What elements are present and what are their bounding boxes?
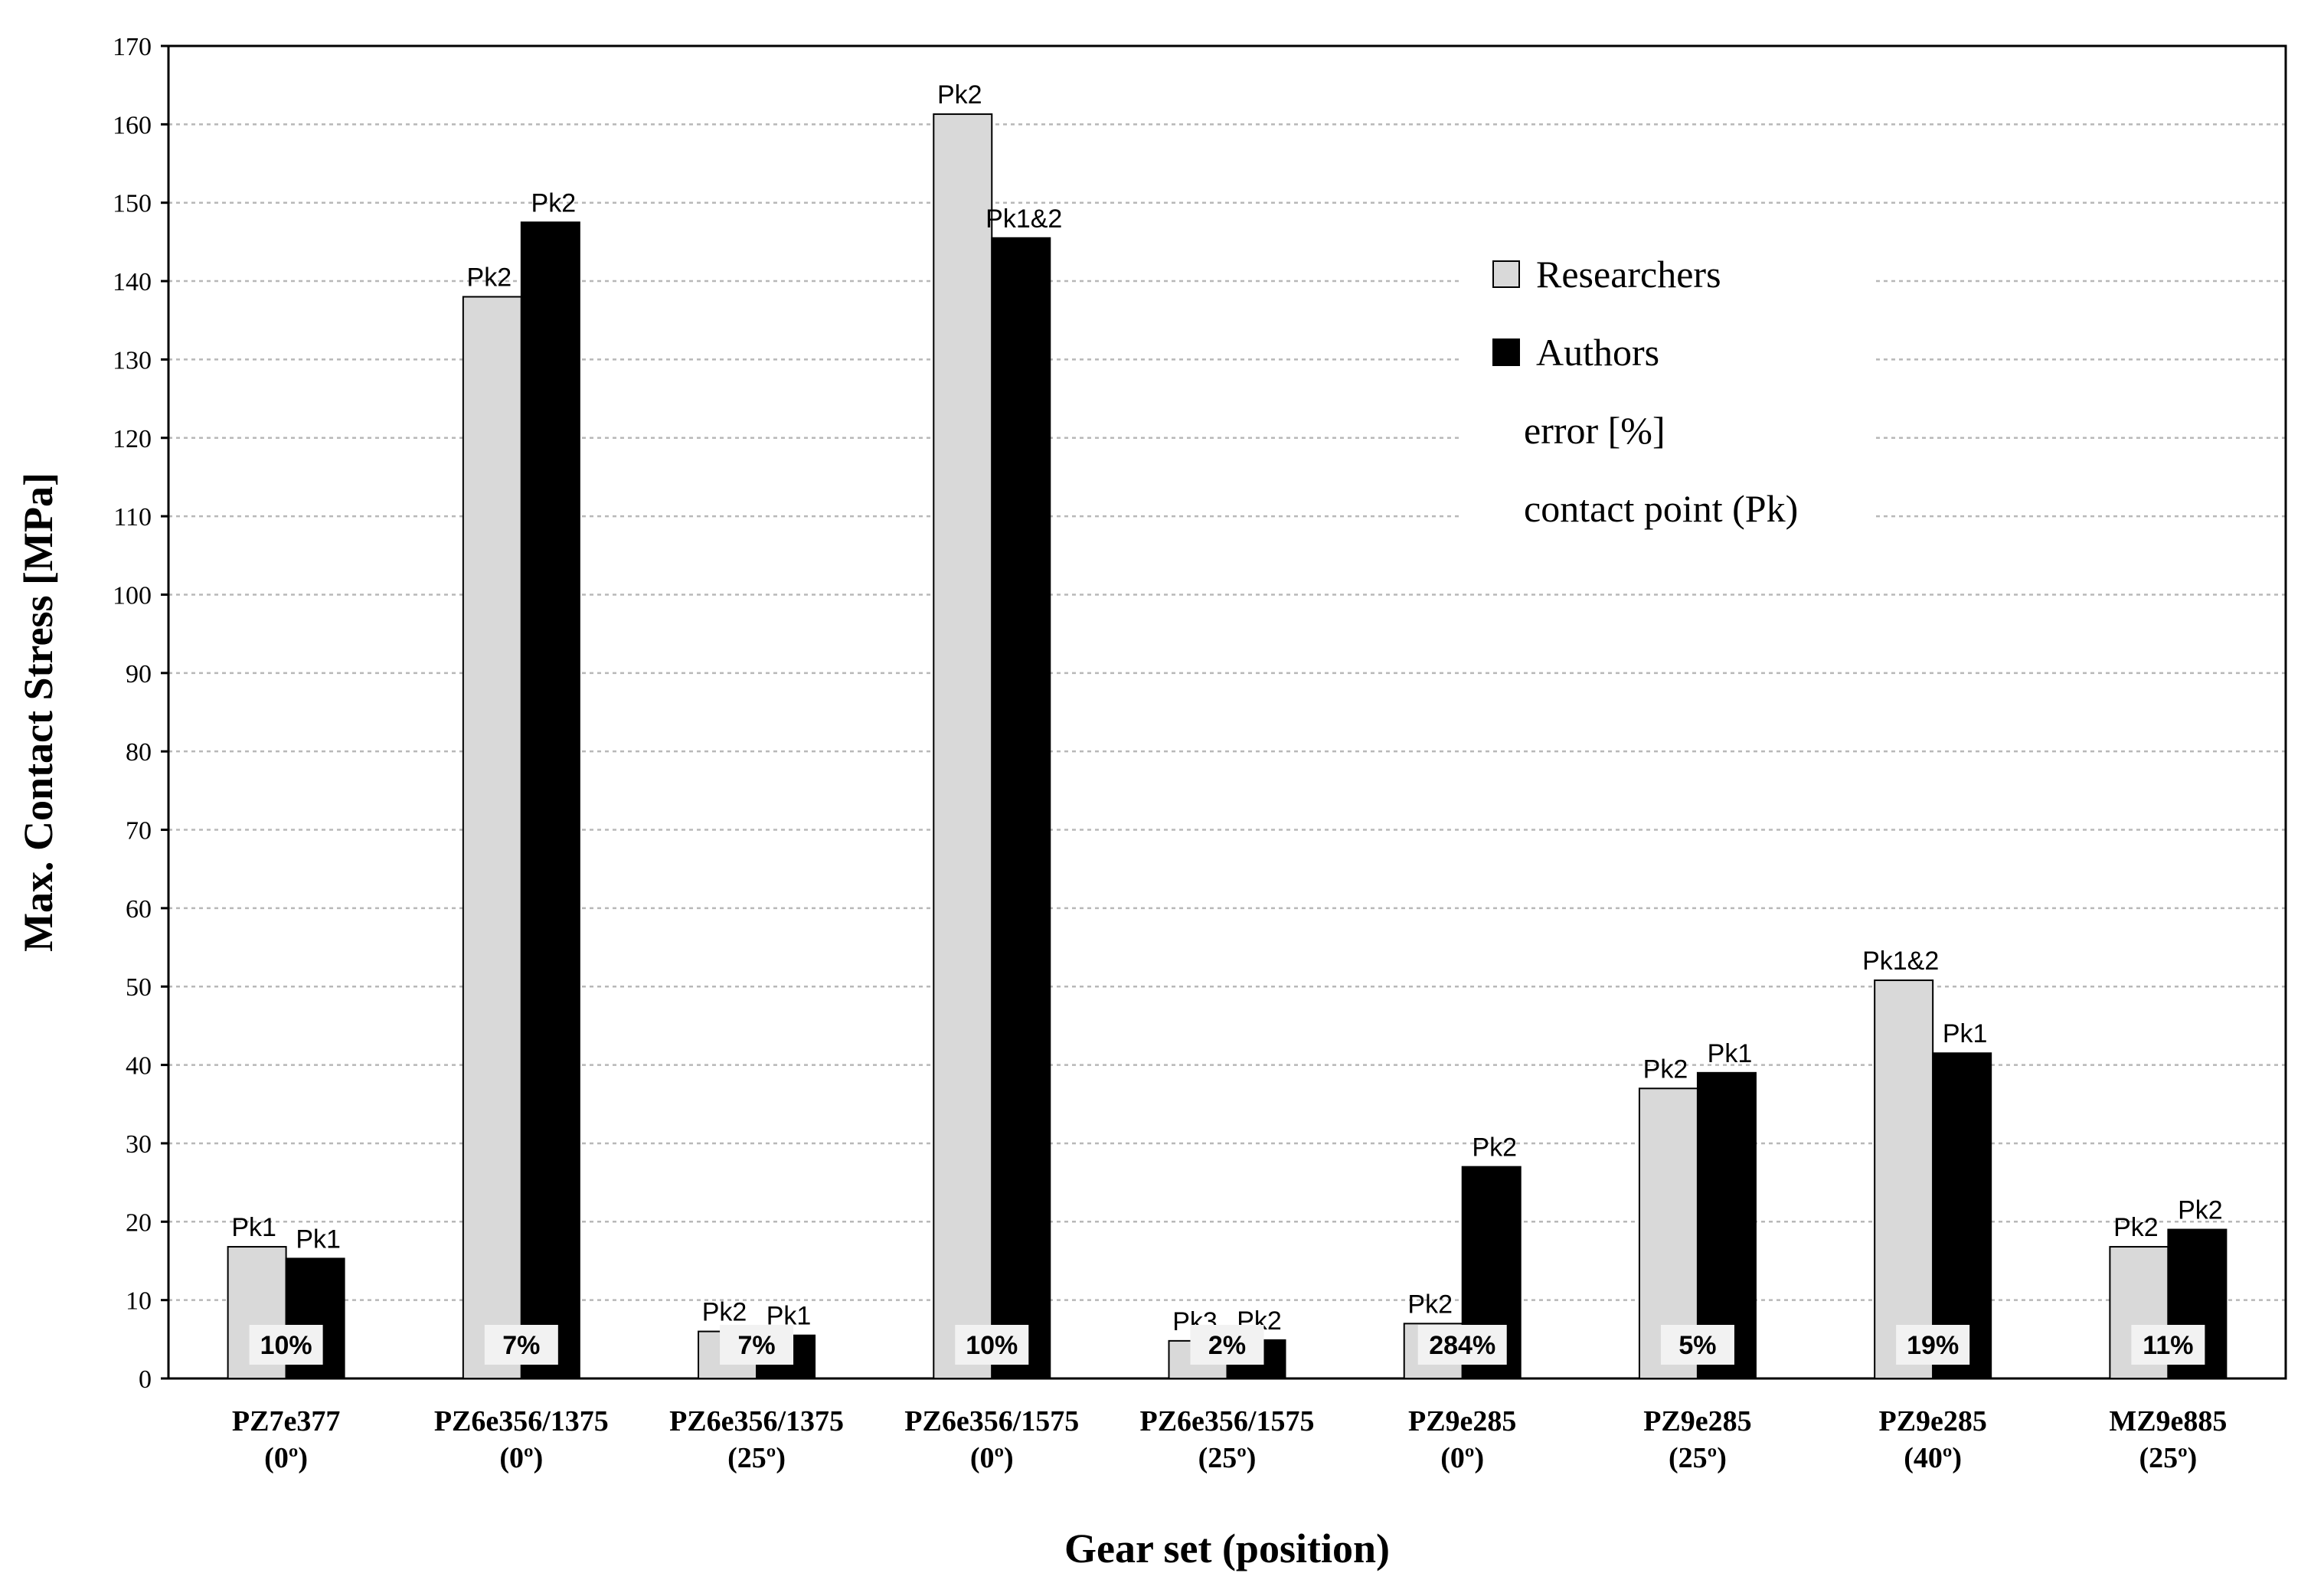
x-axis-ticks: PZ7e377 (0º) PZ6e356/1375 (0º) PZ6e356/1375 (…: [232, 1405, 2228, 1474]
contact-point-label: Pk2: [2178, 1196, 2223, 1225]
contact-point-label: Pk1: [1708, 1039, 1753, 1068]
error-percent-label: 10%: [966, 1331, 1018, 1360]
bar-authors: [991, 237, 1051, 1380]
contact-point-label: Pk2: [937, 80, 982, 110]
bar-authors: [1932, 1052, 1992, 1380]
bars: [227, 113, 2228, 1380]
y-tick-label: 120: [113, 425, 152, 453]
x-tick-sublabel: (25º): [727, 1442, 786, 1474]
bar-researchers: [933, 113, 993, 1379]
x-tick-label: PZ9e285: [1878, 1405, 1986, 1437]
legend-swatch-researchers: [1492, 260, 1520, 288]
y-tick-label: 160: [113, 111, 152, 139]
contact-point-label: Pk2: [2113, 1213, 2159, 1242]
error-percent-label: 7%: [737, 1331, 775, 1360]
x-tick-label: PZ7e377: [232, 1405, 340, 1437]
y-tick-label: 10: [126, 1287, 152, 1316]
y-tick-label: 40: [126, 1052, 152, 1081]
legend-label-error: error [%]: [1524, 409, 1665, 452]
x-tick-label: PZ6e356/1575: [1140, 1405, 1315, 1437]
x-axis-title: Gear set (position): [1064, 1526, 1390, 1571]
y-tick-label: 90: [126, 660, 152, 688]
error-label-background: [1190, 1325, 1264, 1365]
y-tick-label: 70: [126, 817, 152, 845]
y-tick-label: 150: [113, 190, 152, 218]
error-percent-label: 10%: [260, 1331, 312, 1360]
error-percent-label: 11%: [2143, 1331, 2193, 1360]
error-label-background: [955, 1325, 1029, 1365]
x-tick-label: MZ9e885: [2109, 1405, 2227, 1437]
contact-point-label: Pk2: [1643, 1055, 1688, 1084]
y-tick-label: 140: [113, 268, 152, 296]
error-label-background: [1896, 1325, 1970, 1365]
y-tick-label: 60: [126, 895, 152, 924]
y-axis-title: Max. Contact Stress [MPa]: [15, 473, 61, 952]
y-tick-label: 100: [113, 581, 152, 610]
contact-point-label: Pk2: [531, 188, 577, 217]
x-tick-sublabel: (0º): [264, 1442, 308, 1474]
bar-researchers: [462, 296, 522, 1379]
error-percent-label: 284%: [1429, 1331, 1495, 1360]
contact-point-label: Pk1&2: [985, 204, 1062, 234]
contact-point-label: Pk2: [1407, 1290, 1453, 1319]
x-tick-sublabel: (40º): [1904, 1442, 1962, 1474]
x-tick-label: PZ9e285: [1643, 1405, 1751, 1437]
contact-point-label: Pk2: [702, 1298, 747, 1327]
error-label-background: [2131, 1325, 2205, 1365]
error-label-background: [1660, 1325, 1734, 1365]
x-tick-label: PZ9e285: [1408, 1405, 1516, 1437]
x-tick-sublabel: (0º): [1440, 1442, 1484, 1474]
x-tick-label: PZ6e356/1375: [669, 1405, 844, 1437]
contact-point-label: Pk1: [231, 1213, 276, 1242]
error-label-background: [720, 1325, 794, 1365]
y-tick-label: 170: [113, 33, 152, 61]
error-label-background: [1417, 1325, 1507, 1365]
bar-researchers: [1874, 979, 1934, 1380]
y-tick-label: 110: [113, 503, 152, 531]
x-tick-sublabel: (25º): [2139, 1442, 2197, 1474]
x-tick-label: PZ6e356/1375: [434, 1405, 609, 1437]
legend-swatch-authors: [1492, 338, 1520, 366]
x-tick-sublabel: (0º): [970, 1442, 1014, 1474]
y-tick-label: 20: [126, 1208, 152, 1237]
error-percent-label: 7%: [502, 1331, 540, 1360]
error-percent-label: 19%: [1907, 1331, 1959, 1360]
contact-point-label: Pk2: [467, 263, 512, 293]
y-tick-label: 80: [126, 738, 152, 767]
contact-point-label: Pk1: [1943, 1019, 1988, 1048]
x-tick-sublabel: (25º): [1669, 1442, 1727, 1474]
error-label-background: [484, 1325, 558, 1365]
y-tick-label: 130: [113, 346, 152, 374]
legend-label-contact-point: contact point (Pk): [1524, 487, 1798, 530]
error-percent-label: 2%: [1208, 1331, 1246, 1360]
x-tick-sublabel: (0º): [499, 1442, 543, 1474]
y-tick-label: 30: [126, 1130, 152, 1159]
contact-point-label: Pk1&2: [1862, 947, 1939, 976]
error-label-background: [249, 1325, 323, 1365]
y-axis-ticks: 0 10 20 30 40 50 60 70 80 90 100 110 120 130 140 150 160…: [113, 33, 168, 1394]
x-tick-label: PZ6e356/1575: [904, 1405, 1079, 1437]
contact-point-label: Pk2: [1472, 1133, 1517, 1163]
legend: Researchers Authors error [%] contact po…: [1463, 234, 1876, 552]
bar-authors: [520, 221, 580, 1380]
contact-point-label: Pk1: [296, 1225, 341, 1254]
legend-background: [1463, 234, 1876, 552]
legend-label-authors: Authors: [1536, 331, 1659, 374]
legend-label-researchers: Researchers: [1536, 253, 1721, 296]
y-tick-label: 50: [126, 973, 152, 1002]
x-tick-sublabel: (25º): [1198, 1442, 1257, 1474]
y-tick-label: 0: [139, 1365, 152, 1394]
error-percent-label: 5%: [1678, 1331, 1716, 1360]
